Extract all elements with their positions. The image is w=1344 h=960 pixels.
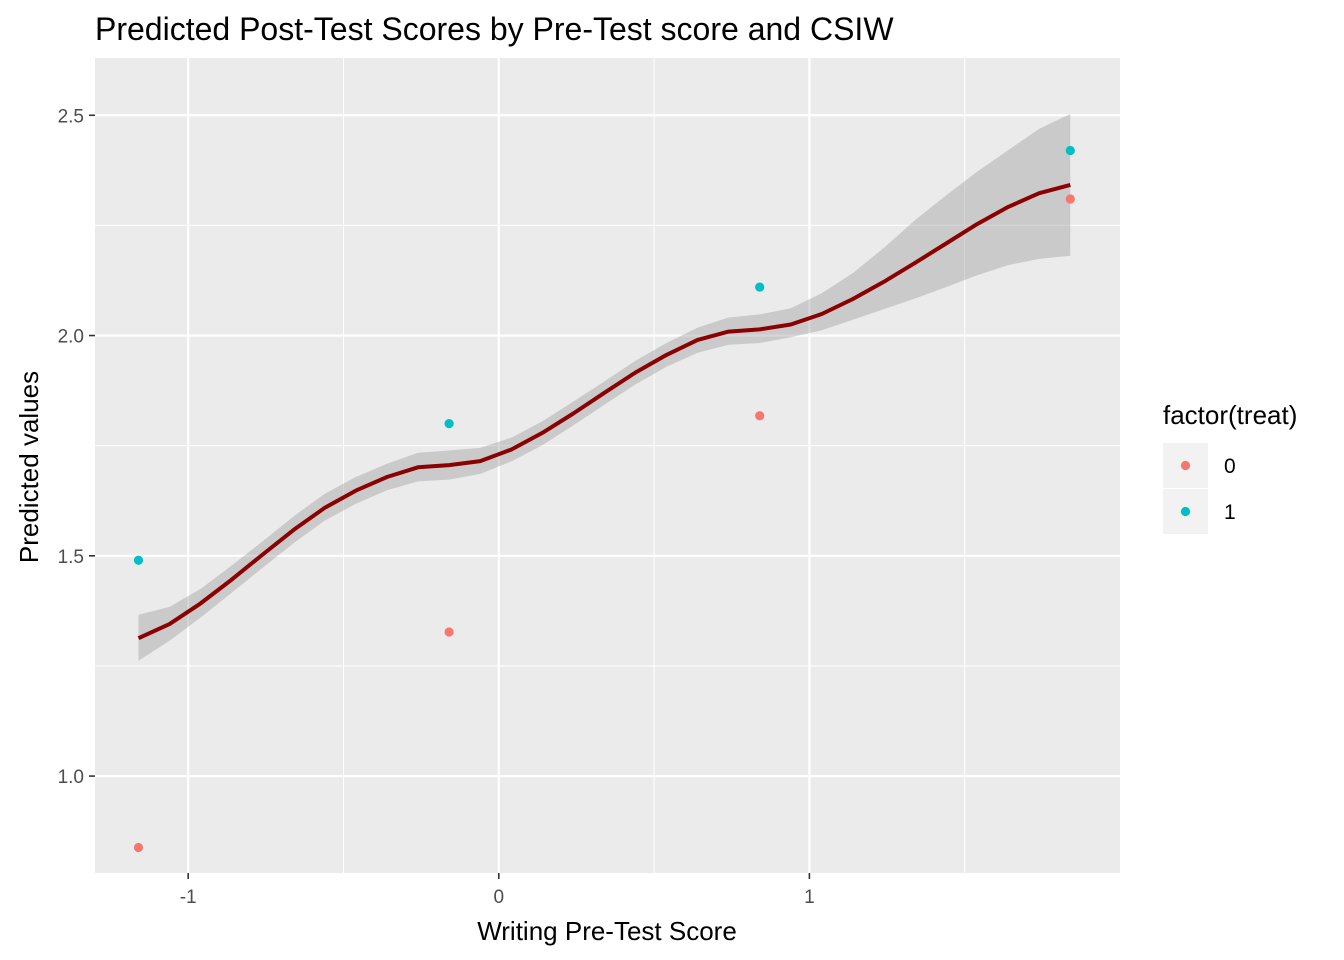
y-tick-label: 1.0 [58, 767, 84, 788]
legend-items: 01 [1163, 443, 1236, 534]
x-tick-label: -1 [180, 887, 197, 908]
data-point-series-1 [133, 555, 144, 565]
confidence-band [138, 113, 1071, 661]
data-points [133, 145, 1075, 853]
legend-symbol-1 [1180, 506, 1191, 517]
legend-symbol-0 [1180, 460, 1191, 471]
x-tick-label: 0 [493, 887, 504, 908]
chart-title: Predicted Post-Test Scores by Pre-Test s… [95, 11, 894, 47]
data-point-series-1 [444, 419, 454, 429]
major-gridlines [95, 58, 1120, 873]
y-tick-label: 2.5 [58, 106, 84, 127]
data-point-series-1 [1065, 145, 1075, 156]
data-point-series-0 [444, 627, 454, 637]
data-point-series-0 [1065, 194, 1075, 204]
data-point-series-1 [755, 282, 765, 292]
x-axis-title: Writing Pre-Test Score [477, 916, 737, 946]
y-axis-ticks: 1.0 1.5 2.0 2.5 [58, 106, 95, 788]
data-point-series-0 [133, 842, 144, 853]
y-tick-label: 2.0 [58, 327, 84, 348]
y-tick-label: 1.5 [58, 547, 84, 568]
x-tick-label: 1 [804, 887, 815, 908]
legend: factor(treat) 01 [1163, 400, 1297, 534]
smooth-line [137, 182, 1071, 641]
minor-gridlines [95, 58, 1120, 873]
legend-label-0: 0 [1224, 455, 1236, 478]
plot-panel [95, 58, 1120, 873]
x-axis-ticks: -1 0 1 [180, 873, 815, 908]
legend-label-1: 1 [1224, 501, 1236, 524]
y-axis-title: Predicted values [14, 371, 44, 563]
legend-title: factor(treat) [1163, 400, 1297, 430]
data-point-series-0 [755, 411, 765, 421]
